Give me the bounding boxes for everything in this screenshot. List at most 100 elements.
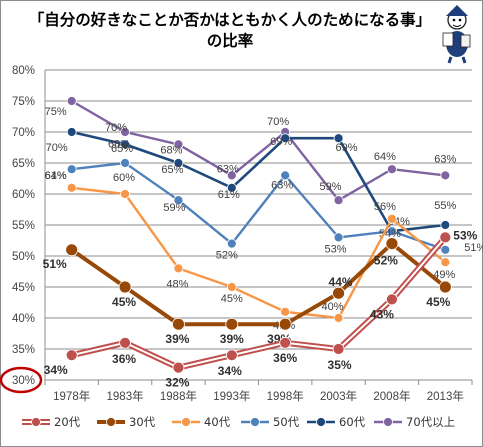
data-point	[278, 317, 292, 331]
data-point	[440, 220, 451, 230]
data-label: 32%	[165, 376, 189, 390]
legend-swatch-marker	[250, 417, 260, 427]
data-point	[333, 133, 344, 144]
data-label: 64%	[374, 151, 396, 163]
data-point	[225, 349, 238, 362]
data-label: 36%	[112, 352, 136, 366]
data-point	[118, 280, 132, 294]
series-20代: 34% 36% 32% 34% 36% 35% 43% 53%	[44, 228, 478, 389]
series-40代: 61%60%48%45%41%40%56%49%	[45, 170, 456, 332]
data-label: 65%	[111, 143, 133, 155]
data-point	[172, 361, 185, 374]
data-label: 51%	[43, 257, 67, 271]
legend-item-70代以上: 70代以上	[374, 415, 455, 429]
data-label: 45%	[112, 295, 136, 309]
data-point	[332, 343, 345, 355]
data-point	[332, 286, 345, 300]
x-tick-label: 2008年	[373, 389, 410, 403]
data-point	[66, 96, 77, 106]
data-label: 53%	[325, 243, 347, 255]
data-label: 51%	[464, 242, 483, 254]
x-tick-label: 1983年	[107, 389, 144, 403]
data-point	[173, 195, 184, 206]
y-tick-label: 30%	[12, 375, 35, 387]
data-label: 61%	[45, 170, 67, 182]
data-point	[226, 182, 237, 193]
data-point	[173, 263, 184, 274]
data-point	[280, 133, 291, 144]
legend-swatch-marker	[106, 417, 116, 427]
data-point	[333, 313, 344, 323]
data-label: 34%	[44, 363, 68, 377]
data-label: 53%	[453, 228, 477, 242]
data-point	[333, 195, 344, 206]
data-point	[173, 158, 184, 168]
data-point	[173, 139, 184, 150]
data-label: 56%	[374, 201, 396, 213]
series-line	[71, 161, 446, 251]
y-tick-label: 80%	[12, 65, 35, 77]
x-tick-label: 1993年	[213, 389, 250, 403]
data-point	[65, 243, 79, 257]
data-label: 63%	[271, 179, 293, 191]
data-point	[119, 336, 131, 349]
data-label: 44%	[329, 275, 353, 289]
data-label: 55%	[434, 200, 456, 212]
data-point	[226, 282, 237, 292]
data-label: 70%	[105, 122, 127, 134]
legend-label: 70代以上	[406, 415, 455, 429]
data-point	[120, 127, 130, 137]
y-tick-label: 60%	[12, 189, 35, 201]
data-point	[387, 213, 397, 224]
data-label: 35%	[328, 358, 352, 372]
series-60代: 70% 68%65%61%69% 69%54%55%	[46, 127, 457, 237]
data-point	[385, 237, 399, 251]
data-label: 49%	[433, 269, 455, 281]
mascot-illustration	[442, 5, 471, 64]
data-label: 69%	[336, 142, 358, 154]
data-label: 64%	[45, 170, 67, 182]
legend-swatch-marker	[181, 417, 191, 427]
data-label: 59%	[320, 181, 342, 193]
y-tick-label: 35%	[12, 344, 35, 356]
data-label: 40%	[322, 301, 344, 313]
y-tick-label: 65%	[12, 158, 35, 170]
legend-item-60代: 60代	[307, 415, 366, 429]
x-tick-label: 1998年	[267, 389, 304, 403]
data-label: 70%	[46, 142, 68, 154]
legend-item-20代: 20代	[22, 415, 81, 429]
data-label: 75%	[45, 106, 67, 118]
data-label: 34%	[218, 364, 242, 378]
series-30代: 51%45%39% 39% 39%44%52%45%	[43, 237, 452, 346]
data-label: 61%	[218, 189, 240, 201]
series-line	[71, 186, 447, 320]
y-tick-label: 45%	[12, 282, 35, 294]
data-point	[120, 139, 130, 150]
data-label: 69%	[270, 136, 292, 148]
data-point	[120, 158, 130, 168]
data-label: 43%	[370, 307, 394, 321]
data-point	[226, 170, 237, 181]
legend-item-30代: 30代	[97, 415, 156, 429]
legend-label: 60代	[339, 415, 366, 429]
data-label: 63%	[434, 153, 456, 165]
data-point	[387, 226, 397, 237]
data-label: 60%	[113, 172, 135, 184]
data-point	[387, 164, 397, 175]
data-point	[439, 231, 452, 244]
data-point	[280, 170, 291, 181]
legend-label: 50代	[273, 415, 300, 429]
data-label: 59%	[163, 202, 185, 214]
series-line	[71, 130, 446, 233]
legend-item-40代: 40代	[172, 415, 231, 429]
data-point	[66, 127, 77, 137]
data-point	[386, 293, 398, 306]
x-tick-label: 2013年	[427, 389, 464, 403]
series-line	[70, 241, 447, 327]
data-label: 52%	[216, 250, 238, 262]
data-point	[440, 244, 451, 255]
data-label: 52%	[374, 254, 398, 268]
series-70代以上: 75% 70% 68% 63% 70% 59% 64% 63%	[45, 96, 457, 206]
data-label: 39%	[220, 332, 244, 346]
